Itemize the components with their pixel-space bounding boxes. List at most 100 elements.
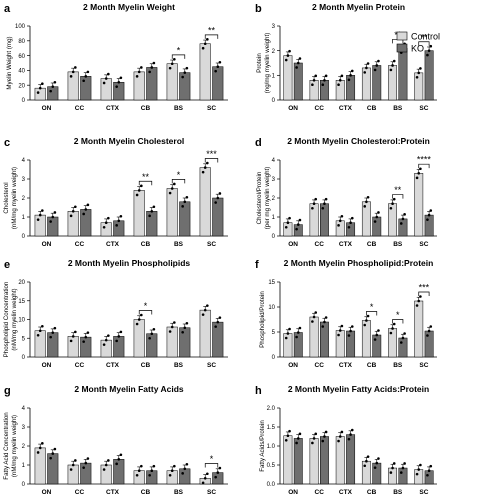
y-axis-label: Protein(ng/mg myelin weight) — [256, 33, 271, 94]
data-point — [323, 202, 326, 205]
bar-control — [388, 467, 398, 485]
data-point — [323, 320, 326, 324]
data-point — [337, 333, 340, 337]
data-point — [69, 75, 73, 78]
data-point — [312, 437, 316, 440]
bar-ko — [293, 62, 303, 101]
data-point — [183, 71, 187, 74]
y-axis-label: Cholesterol/Protein(per mg myelin weight… — [256, 167, 271, 230]
data-point — [71, 335, 75, 338]
bar-ko — [146, 470, 158, 485]
x-tick-label: CTX — [339, 105, 353, 112]
data-point — [399, 471, 403, 474]
data-point — [173, 182, 176, 186]
bar-control — [100, 78, 112, 101]
data-point — [365, 200, 368, 204]
data-point — [140, 184, 143, 188]
data-point — [340, 74, 344, 78]
data-point — [203, 42, 207, 46]
data-point — [86, 70, 90, 74]
data-point — [377, 329, 380, 332]
data-point — [206, 161, 209, 165]
data-point — [350, 428, 354, 432]
bar-ko — [113, 459, 125, 485]
significance-bracket — [418, 41, 430, 46]
bar-control — [335, 436, 345, 485]
data-point — [36, 451, 40, 454]
bar-ko — [80, 209, 92, 237]
panel-a: a 2 Month Myelin Weight Myelin Weight (mg)… — [4, 2, 228, 112]
x-tick-label: BS — [393, 362, 403, 369]
data-point — [391, 327, 394, 330]
data-point — [41, 82, 44, 86]
y-tick-label: 10 — [18, 318, 25, 324]
y-tick-label: 0 — [272, 355, 276, 361]
bar-control — [133, 319, 145, 358]
data-point — [41, 324, 44, 328]
data-point — [365, 319, 368, 322]
data-point — [107, 72, 110, 76]
data-point — [286, 54, 290, 57]
data-point — [391, 64, 394, 67]
bar-ko — [346, 434, 356, 485]
data-point — [203, 166, 207, 169]
bar-control — [199, 167, 211, 237]
panel-title: 2 Month Myelin Cholesterol — [74, 136, 185, 146]
y-tick-label: 1.5 — [267, 425, 276, 431]
data-point — [427, 469, 431, 473]
x-tick-label: CB — [367, 241, 377, 248]
bar-control — [166, 326, 178, 358]
data-point — [314, 311, 318, 314]
data-point — [337, 224, 340, 227]
data-point — [286, 332, 290, 335]
y-axis-label: Phospholipid Concentration(nM/mg myelin … — [3, 281, 18, 357]
y-axis-label-line: Fatty Acids/Protein — [259, 420, 266, 472]
bar-control — [67, 336, 79, 358]
panel-d: d 2 Month Myelin Cholesterol:Protein Chole… — [255, 136, 437, 248]
panel-c: c 2 Month Myelin Cholesterol Cholesterol(n… — [3, 136, 228, 248]
data-point — [107, 459, 110, 462]
data-point — [419, 463, 422, 467]
x-tick-label: CTX — [339, 362, 353, 369]
data-point — [38, 213, 42, 217]
y-axis-label: Phospholipid/Protein — [259, 291, 266, 348]
data-point — [415, 304, 419, 307]
panel-title: 2 Month Myelin Cholesterol:Protein — [287, 136, 430, 146]
x-tick-label: CTX — [106, 241, 120, 248]
data-point — [206, 472, 209, 476]
bar-control — [34, 214, 46, 237]
data-point — [201, 46, 205, 50]
data-point — [403, 213, 406, 216]
x-tick-label: ON — [42, 489, 52, 496]
data-point — [426, 473, 429, 477]
bar-control — [361, 460, 371, 485]
data-point — [298, 326, 302, 330]
y-tick-label: 60 — [18, 54, 25, 60]
data-point — [216, 471, 220, 474]
y-tick-label: 0 — [272, 98, 276, 104]
data-point — [168, 330, 172, 333]
data-point — [41, 442, 44, 445]
bar-ko — [424, 330, 434, 358]
bar-control — [34, 330, 46, 358]
y-tick-label: 100 — [15, 24, 26, 30]
data-point — [181, 75, 184, 79]
data-point — [323, 435, 326, 438]
bar-control — [414, 173, 424, 237]
data-point — [168, 66, 172, 70]
y-tick-label: 3 — [272, 24, 276, 30]
data-point — [38, 329, 42, 333]
data-point — [170, 325, 174, 329]
data-point — [389, 68, 393, 72]
x-tick-label: CC — [75, 362, 85, 369]
x-tick-label: CTX — [106, 105, 120, 112]
significance-bracket — [392, 194, 404, 199]
y-tick-label: 0 — [22, 355, 26, 361]
significance-bracket — [204, 463, 219, 468]
data-point — [429, 464, 433, 468]
data-point — [38, 86, 42, 90]
data-point — [216, 320, 220, 324]
panel-title: 2 Month Myelin Fatty Acids — [74, 384, 184, 394]
panel-title: 2 Month Myelin Phospholipid:Protein — [284, 258, 434, 268]
legend-swatch-ko — [396, 43, 408, 53]
